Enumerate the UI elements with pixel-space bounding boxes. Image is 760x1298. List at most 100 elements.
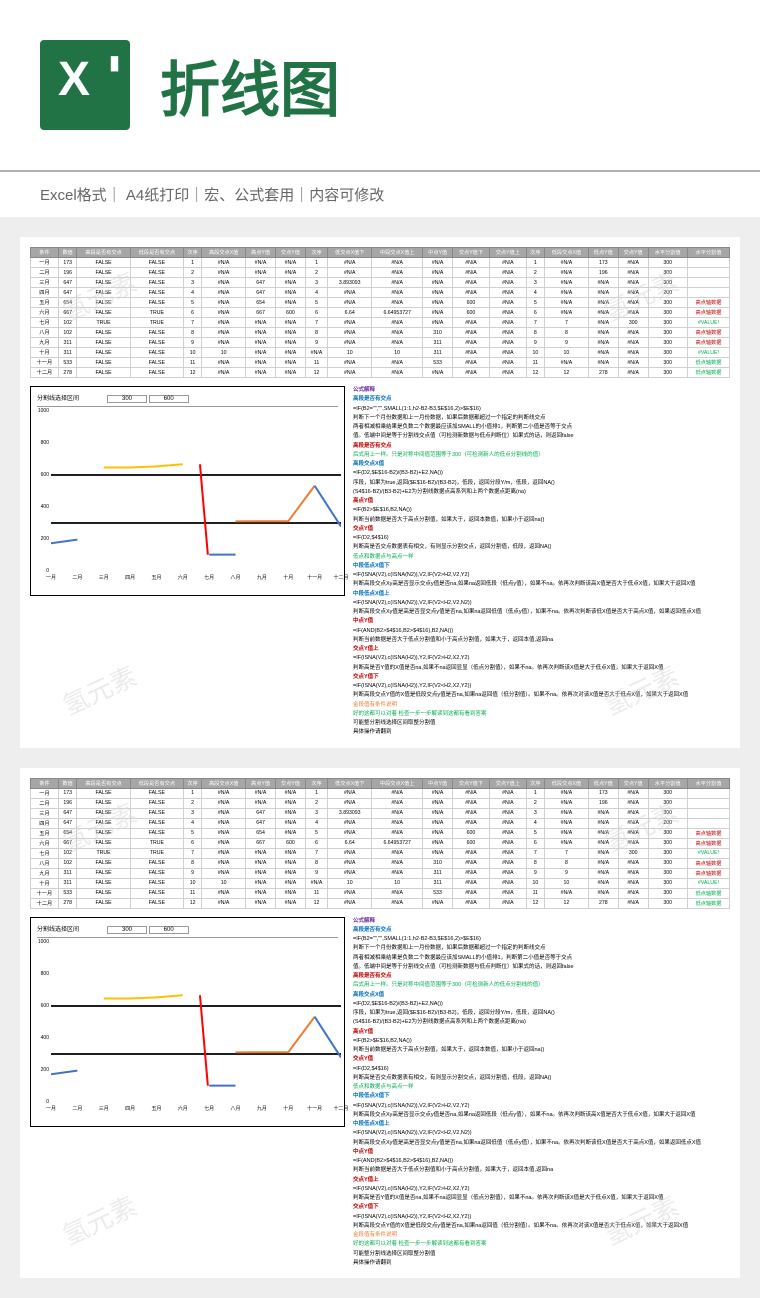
y-tick: 200 bbox=[37, 1067, 49, 1073]
table-cell: 6.64 bbox=[328, 308, 372, 318]
table-cell: #N/A bbox=[544, 888, 588, 898]
range-min: 300 bbox=[107, 395, 147, 403]
range-max: 600 bbox=[149, 926, 189, 934]
table-cell: #N/A bbox=[202, 868, 246, 878]
col-header: 数值 bbox=[58, 248, 77, 258]
table-cell: 533 bbox=[423, 888, 453, 898]
table-cell: 1 bbox=[305, 788, 327, 798]
table-cell: 311 bbox=[423, 878, 453, 888]
table-cell: TRUE bbox=[130, 308, 183, 318]
x-tick: 七月 bbox=[198, 1105, 220, 1112]
table-cell: 6 bbox=[184, 308, 202, 318]
table-cell: 667 bbox=[58, 838, 77, 848]
table-cell: 10 bbox=[372, 878, 423, 888]
table-cell: 300 bbox=[648, 868, 687, 878]
table-cell: FALSE bbox=[130, 798, 183, 808]
table-cell: 7 bbox=[544, 318, 588, 328]
table-cell: #N/A bbox=[372, 258, 423, 268]
table-cell: FALSE bbox=[130, 288, 183, 298]
table-cell: #N/A bbox=[246, 888, 276, 898]
table-cell: #N/A bbox=[588, 308, 618, 318]
table-cell: 八月 bbox=[31, 858, 59, 868]
formula-line: 判断高段交点Xy高是否显示交点y值是否na,如果na返回低段（低点y值），如果不… bbox=[353, 580, 723, 588]
table-cell: 四月 bbox=[31, 288, 59, 298]
table-cell: #N/A bbox=[305, 348, 327, 358]
table-cell: #N/A bbox=[202, 308, 246, 318]
col-header: 次序 bbox=[305, 248, 327, 258]
y-tick: 1000 bbox=[37, 939, 49, 945]
formula-line: =IF(ISNA(V2),c(ISNA(H2)),Y2,IF(V2>H2,X2,… bbox=[353, 654, 723, 662]
table-cell: 667 bbox=[58, 308, 77, 318]
table-cell: 十二月 bbox=[31, 368, 59, 378]
table-cell: 10 bbox=[202, 348, 246, 358]
table-cell: #N/A bbox=[328, 788, 372, 798]
table-cell: #N/A bbox=[202, 338, 246, 348]
table-cell: #N/A bbox=[489, 368, 526, 378]
table-cell: #N/A bbox=[328, 258, 372, 268]
table-cell: #N/A bbox=[202, 278, 246, 288]
x-tick: 八月 bbox=[225, 574, 247, 581]
x-tick: 七月 bbox=[198, 574, 220, 581]
table-cell: #VALUE! bbox=[687, 848, 729, 858]
table-cell: FALSE bbox=[130, 868, 183, 878]
table-cell: #N/A bbox=[305, 878, 327, 888]
table-cell: #N/A bbox=[423, 798, 453, 808]
x-tick: 二月 bbox=[66, 1105, 88, 1112]
table-cell: 102 bbox=[58, 858, 77, 868]
table-cell: #N/A bbox=[202, 818, 246, 828]
table-cell: 300 bbox=[648, 858, 687, 868]
table-cell: 五月 bbox=[31, 828, 59, 838]
table-cell: #N/A bbox=[453, 348, 490, 358]
table-cell: FALSE bbox=[77, 818, 130, 828]
table-cell: #N/A bbox=[489, 888, 526, 898]
table-cell: 173 bbox=[58, 258, 77, 268]
formula-line: (S4$16-B2)/(B3-B2)+E2为分割线数据点高系列和上两个数据点距离… bbox=[353, 1018, 723, 1026]
table-cell: #N/A bbox=[618, 818, 648, 828]
subtitle-bar: Excel格式｜ A4纸打印｜宏、公式套用｜内容可修改 bbox=[0, 170, 760, 217]
table-cell: 低点轴数据 bbox=[687, 888, 729, 898]
table-cell: #N/A bbox=[328, 888, 372, 898]
col-header: 水平分割值 bbox=[648, 778, 687, 788]
table-cell: #N/A bbox=[544, 838, 588, 848]
table-cell: #N/A bbox=[328, 298, 372, 308]
table-cell: #N/A bbox=[618, 268, 648, 278]
table-cell: 9 bbox=[305, 868, 327, 878]
table-cell: #N/A bbox=[202, 858, 246, 868]
table-cell: 2 bbox=[184, 798, 202, 808]
table-cell: 二月 bbox=[31, 268, 59, 278]
formula-line: 两者相减相乘结果是负数二个数据最应该加SMALL的小值排1，判断第二小值是否等于… bbox=[353, 423, 723, 431]
table-cell: #N/A bbox=[246, 368, 276, 378]
x-tick: 九月 bbox=[251, 574, 273, 581]
table-cell bbox=[687, 258, 729, 268]
table-cell: 九月 bbox=[31, 338, 59, 348]
table-cell: 十月 bbox=[31, 878, 59, 888]
table-cell: #N/A bbox=[275, 268, 305, 278]
table-cell: 196 bbox=[588, 798, 618, 808]
table-cell: #VALUE! bbox=[687, 348, 729, 358]
table-cell: 647 bbox=[246, 288, 276, 298]
table-cell: 311 bbox=[58, 868, 77, 878]
table-cell: 三月 bbox=[31, 278, 59, 288]
table-cell: #N/A bbox=[423, 368, 453, 378]
col-header: 交点Y值下 bbox=[453, 778, 490, 788]
formula-line: 金段值有条件说明 bbox=[353, 1231, 723, 1239]
table-cell: #N/A bbox=[246, 268, 276, 278]
table-cell: #VALUE! bbox=[687, 318, 729, 328]
table-cell: 8 bbox=[526, 858, 544, 868]
x-tick: 三月 bbox=[93, 1105, 115, 1112]
formula-line: 交点Y值下 bbox=[353, 673, 723, 681]
table-cell: #N/A bbox=[453, 258, 490, 268]
table-cell: 7 bbox=[544, 848, 588, 858]
col-header: 次序 bbox=[526, 248, 544, 258]
table-cell: 600 bbox=[453, 298, 490, 308]
table-cell: #N/A bbox=[275, 298, 305, 308]
table-cell: #N/A bbox=[202, 808, 246, 818]
formula-line: =IF(D2,$4$16) bbox=[353, 534, 723, 542]
table-cell: #N/A bbox=[489, 258, 526, 268]
table-cell: 647 bbox=[246, 818, 276, 828]
table-cell: #N/A bbox=[453, 798, 490, 808]
table-cell: 7 bbox=[526, 318, 544, 328]
table-cell: 6 bbox=[305, 308, 327, 318]
table-cell: 647 bbox=[58, 818, 77, 828]
table-cell: #N/A bbox=[453, 858, 490, 868]
